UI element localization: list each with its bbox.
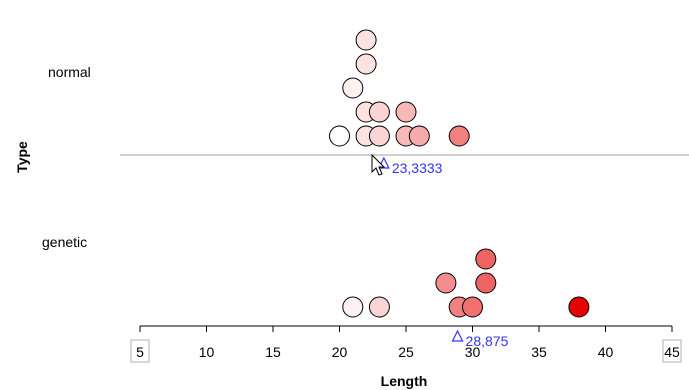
data-point-genetic [462, 296, 483, 318]
mean-label-genetic: 28,875 [466, 333, 509, 349]
data-point-genetic [568, 296, 590, 318]
axis-bound-box[interactable] [662, 339, 682, 363]
y-axis-title: Type [14, 141, 30, 173]
x-tick-label: 25 [398, 344, 414, 360]
data-point-normal [342, 77, 364, 99]
x-tick-label: 20 [332, 344, 348, 360]
mean-markers: 23,3333 28,875 [377, 156, 509, 349]
data-point-genetic [342, 296, 364, 318]
x-tick-label[interactable]: 45 [664, 344, 680, 360]
mean-marker-normal [377, 156, 390, 169]
data-point-genetic [368, 296, 390, 318]
data-points [329, 29, 590, 318]
category-label-genetic: genetic [42, 234, 87, 250]
data-point-normal [368, 125, 390, 147]
mouse-cursor-icon [371, 153, 386, 176]
data-point-normal [355, 53, 377, 75]
x-axis-title: Length [381, 373, 428, 389]
mean-label-normal: 23,3333 [392, 160, 443, 176]
data-point-normal [395, 101, 417, 123]
x-tick-label[interactable]: 5 [136, 344, 144, 360]
mean-marker-genetic [451, 329, 464, 342]
x-tick-label: 40 [598, 344, 614, 360]
axis-bound-box[interactable] [130, 339, 150, 363]
data-point-normal [329, 125, 350, 147]
x-tick-label: 10 [199, 344, 215, 360]
x-tick-label: 15 [265, 344, 281, 360]
data-point-normal [408, 125, 430, 147]
data-point-genetic [435, 272, 457, 294]
category-label-normal: normal [48, 64, 91, 80]
data-point-genetic [475, 248, 497, 270]
x-tick-label: 30 [465, 344, 481, 360]
x-axis: 5 10 15 20 25 30 35 40 45 [130, 325, 682, 363]
data-point-normal [368, 101, 390, 123]
x-tick-label: 35 [531, 344, 547, 360]
data-point-normal [448, 125, 470, 147]
data-point-genetic [475, 272, 497, 294]
data-point-normal [355, 29, 377, 51]
